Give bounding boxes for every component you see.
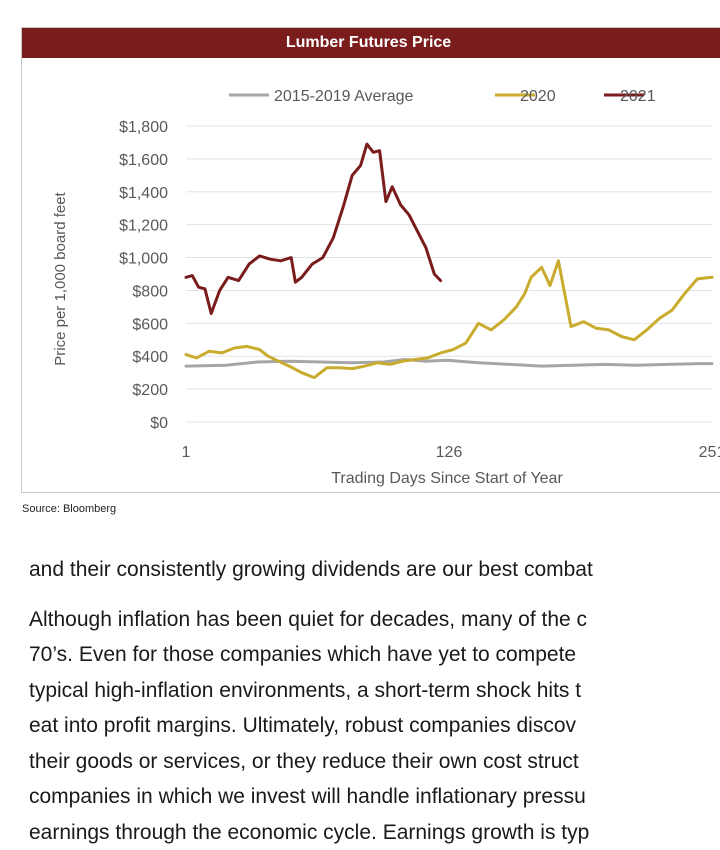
paragraph-line: companies in which we invest will handle… [29,779,720,815]
paragraph-1: and their consistently growing dividends… [29,552,720,588]
chart-svg: $1,800 $1,600 $1,400 $1,200 $1,000 $800 $600 $4… [22,28,720,494]
paragraph-line: 70’s. Even for those companies which hav… [29,637,720,673]
x-axis-label: Trading Days Since Start of Year [331,470,563,487]
y-tick-label: $600 [132,316,168,333]
y-tick-label: $400 [132,349,168,366]
series-line [186,360,712,367]
y-tick-label: $1,800 [119,119,168,136]
x-tick-label: 1 [182,444,191,461]
chart-figure: Lumber Futures Price $1,800$1,600$1,400$… [21,27,720,493]
series-line [186,144,441,313]
paragraph-line: earnings through the economic cycle. Ear… [29,815,720,850]
y-tick-label: $200 [132,382,168,399]
legend-label: 2021 [620,88,656,105]
paragraph-line: typical high-inflation environments, a s… [29,673,720,709]
legend-label: 2020 [520,88,556,105]
paragraph-line: eat into profit margins. Ultimately, rob… [29,708,720,744]
y-tick-label: $800 [132,283,168,300]
y-axis-label: Price per 1,000 board feet [52,191,69,365]
x-tick-label: 126 [436,444,463,461]
paragraph-line: their goods or services, or they reduce … [29,744,720,780]
y-tick-label: $0 [150,415,168,432]
y-tick-label: $1,400 [119,185,168,202]
paragraph-line: Although inflation has been quiet for de… [29,602,720,638]
x-tick-label: 251 [699,444,720,461]
y-tick-label: $1,000 [119,251,168,268]
source-note: Source: Bloomberg [22,503,116,515]
legend-label: 2015-2019 Average [274,88,413,105]
paragraph-2: Although inflation has been quiet for de… [29,602,720,850]
y-tick-label: $1,200 [119,218,168,235]
body-text: and their consistently growing dividends… [29,552,720,850]
y-tick-label: $1,600 [119,152,168,169]
